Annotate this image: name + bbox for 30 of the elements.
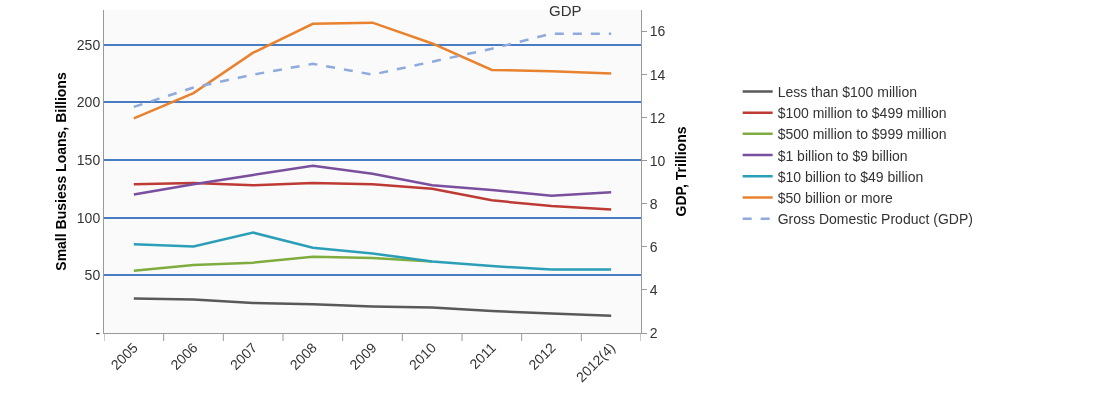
y2-tick-label: 14: [649, 66, 666, 83]
y-tick-label: 200: [76, 94, 101, 111]
line-series: [132, 164, 613, 197]
legend-label: $1 billion to $9 billion: [777, 147, 908, 164]
legend-label: $10 billion to $49 billion: [777, 168, 924, 185]
line-series: [132, 231, 613, 271]
line-series: [132, 181, 613, 211]
y2-axis-title: GDP, Trillions: [673, 126, 689, 217]
y-tick-label: 150: [76, 151, 101, 168]
line-series: [132, 297, 613, 317]
legend-label: $50 billion or more: [777, 189, 894, 206]
legend-label: Gross Domestic Product (GDP): [777, 211, 973, 228]
y2-tick-label: 10: [649, 152, 666, 169]
y2-tick-label: 4: [649, 281, 658, 298]
y-tick-label: 50: [84, 267, 101, 284]
legend-label: $500 million to $999 million: [777, 126, 947, 143]
y2-tick-label: 12: [649, 109, 666, 126]
y-tick-label: -: [95, 324, 101, 341]
line-series: [132, 32, 613, 109]
legend-label: $100 million to $499 million: [777, 105, 947, 122]
y-axis-title: Small Busiess Loans, Billions: [53, 72, 69, 271]
y2-tick-label: 8: [649, 195, 658, 212]
y-tick-label: 250: [76, 36, 101, 53]
line-series: [132, 21, 613, 120]
y2-tick-label: 16: [649, 23, 666, 40]
annotation: GDP: [549, 2, 582, 19]
y2-tick-label: 6: [649, 238, 658, 255]
y2-tick-label: 2: [649, 324, 658, 341]
y-tick-label: 100: [76, 209, 101, 226]
legend-label: Less than $100 million: [777, 83, 917, 100]
